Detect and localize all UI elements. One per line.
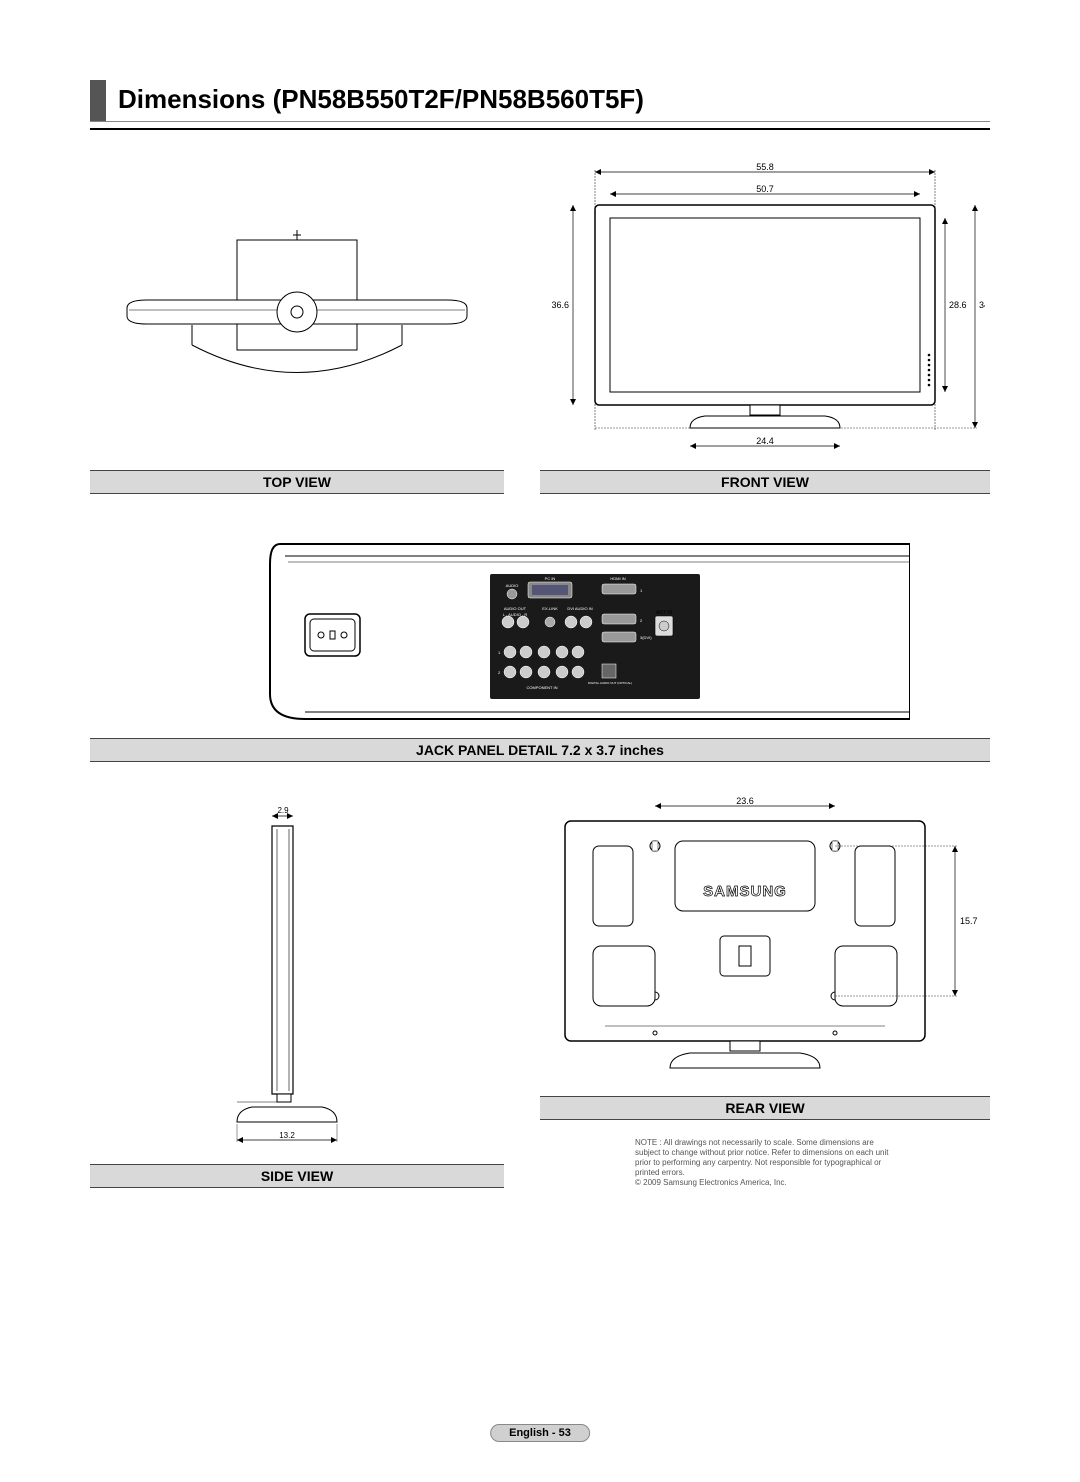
- row-top-front: TOP VIEW 55.8 50.7: [90, 160, 990, 494]
- jack-dvi-audio: DVI AUDIO IN: [567, 606, 592, 611]
- jack-panel-column: PC IN AUDIO HDMI IN 1 2 3(DVI) AUDIO OUT…: [90, 524, 990, 786]
- jack-panel-label: JACK PANEL DETAIL 7.2 x 3.7 inches: [90, 738, 990, 762]
- jack-audio-out: AUDIO OUT: [504, 606, 527, 611]
- rear-view-column: 23.6 SAMSUNG: [540, 786, 990, 1188]
- top-view-label: TOP VIEW: [90, 470, 504, 494]
- dim-screen-height: 28.6: [949, 300, 967, 310]
- front-view-label: FRONT VIEW: [540, 470, 990, 494]
- jack-hdmi: HDMI IN: [610, 576, 625, 581]
- brand-logo: SAMSUNG: [703, 883, 787, 900]
- jack-audio: AUDIO: [506, 583, 519, 588]
- front-view-column: 55.8 50.7 36.6: [540, 160, 990, 494]
- jack-panel-diagram: PC IN AUDIO HDMI IN 1 2 3(DVI) AUDIO OUT…: [170, 524, 910, 724]
- side-view-label: SIDE VIEW: [90, 1164, 504, 1188]
- jack-pc-in: PC IN: [545, 576, 556, 581]
- dim-stand-width: 24.4: [756, 436, 774, 446]
- title-underline: [90, 128, 990, 130]
- jack-component: COMPONENT IN: [526, 685, 557, 690]
- disclaimer-note: NOTE : All drawings not necessarily to s…: [635, 1138, 895, 1188]
- rear-view-label: REAR VIEW: [540, 1096, 990, 1120]
- row-side-rear: 2.9 13.2 SIDE VIEW 23.6: [90, 786, 990, 1188]
- front-view-diagram: 55.8 50.7 36.6: [545, 160, 985, 460]
- jack-ant-in: ANT IN: [656, 610, 673, 616]
- title-bar: Dimensions (PN58B550T2F/PN58B560T5F): [90, 80, 990, 122]
- dim-rear-width: 23.6: [736, 796, 754, 806]
- top-view-column: TOP VIEW: [90, 200, 504, 494]
- top-view-diagram: [117, 200, 477, 460]
- side-view-column: 2.9 13.2 SIDE VIEW: [90, 804, 504, 1188]
- jack-audio-lr: L - AUDIO - R: [503, 612, 528, 617]
- dim-front-height-left: 36.6: [551, 300, 569, 310]
- dim-front-width: 55.8: [756, 162, 774, 172]
- side-view-diagram: 2.9 13.2: [177, 804, 417, 1154]
- rear-view-diagram: 23.6 SAMSUNG: [545, 786, 985, 1086]
- page-title: Dimensions (PN58B550T2F/PN58B560T5F): [118, 80, 644, 121]
- dim-screen-width: 50.7: [756, 184, 774, 194]
- note-line2: © 2009 Samsung Electronics America, Inc.: [635, 1178, 787, 1187]
- dim-total-height: 34.1: [979, 300, 985, 310]
- jack-ex-link: EX-LINK: [542, 606, 558, 611]
- jack-digital-audio: DIGITAL AUDIO OUT (OPTICAL): [588, 681, 632, 685]
- svg-text:3(DVI): 3(DVI): [640, 635, 652, 640]
- dim-rear-height: 15.7: [960, 916, 978, 926]
- dim-side-depth: 2.9: [277, 806, 289, 815]
- dim-side-stand: 13.2: [279, 1131, 295, 1140]
- note-line1: NOTE : All drawings not necessarily to s…: [635, 1138, 888, 1177]
- page-number: English - 53: [490, 1424, 590, 1442]
- title-tab: Dimensions (PN58B550T2F/PN58B560T5F): [90, 80, 644, 121]
